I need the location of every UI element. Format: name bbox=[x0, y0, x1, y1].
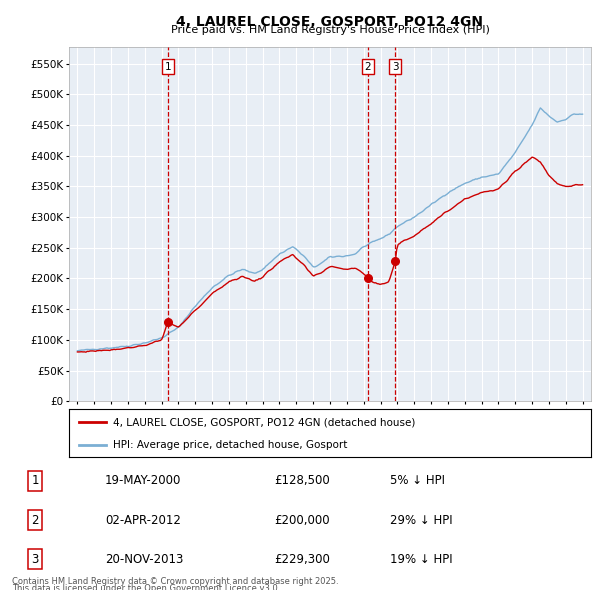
Text: HPI: Average price, detached house, Gosport: HPI: Average price, detached house, Gosp… bbox=[113, 440, 348, 450]
Text: 4, LAUREL CLOSE, GOSPORT, PO12 4GN (detached house): 4, LAUREL CLOSE, GOSPORT, PO12 4GN (deta… bbox=[113, 417, 416, 427]
Text: Contains HM Land Registry data © Crown copyright and database right 2025.: Contains HM Land Registry data © Crown c… bbox=[12, 577, 338, 586]
Text: 20-NOV-2013: 20-NOV-2013 bbox=[105, 553, 184, 566]
Text: 19% ↓ HPI: 19% ↓ HPI bbox=[391, 553, 453, 566]
Text: 5% ↓ HPI: 5% ↓ HPI bbox=[391, 474, 445, 487]
Text: 29% ↓ HPI: 29% ↓ HPI bbox=[391, 513, 453, 526]
Text: 3: 3 bbox=[32, 553, 39, 566]
Text: 2: 2 bbox=[365, 62, 371, 71]
Text: 1: 1 bbox=[164, 62, 172, 71]
Text: £200,000: £200,000 bbox=[274, 513, 329, 526]
Text: 02-APR-2012: 02-APR-2012 bbox=[105, 513, 181, 526]
Text: Price paid vs. HM Land Registry's House Price Index (HPI): Price paid vs. HM Land Registry's House … bbox=[170, 25, 490, 35]
Text: 2: 2 bbox=[32, 513, 39, 526]
Text: This data is licensed under the Open Government Licence v3.0.: This data is licensed under the Open Gov… bbox=[12, 584, 280, 590]
Text: £229,300: £229,300 bbox=[274, 553, 330, 566]
Text: £128,500: £128,500 bbox=[274, 474, 329, 487]
Text: 1: 1 bbox=[32, 474, 39, 487]
Text: 19-MAY-2000: 19-MAY-2000 bbox=[105, 474, 181, 487]
Text: 4, LAUREL CLOSE, GOSPORT, PO12 4GN: 4, LAUREL CLOSE, GOSPORT, PO12 4GN bbox=[176, 15, 484, 29]
Text: 3: 3 bbox=[392, 62, 398, 71]
